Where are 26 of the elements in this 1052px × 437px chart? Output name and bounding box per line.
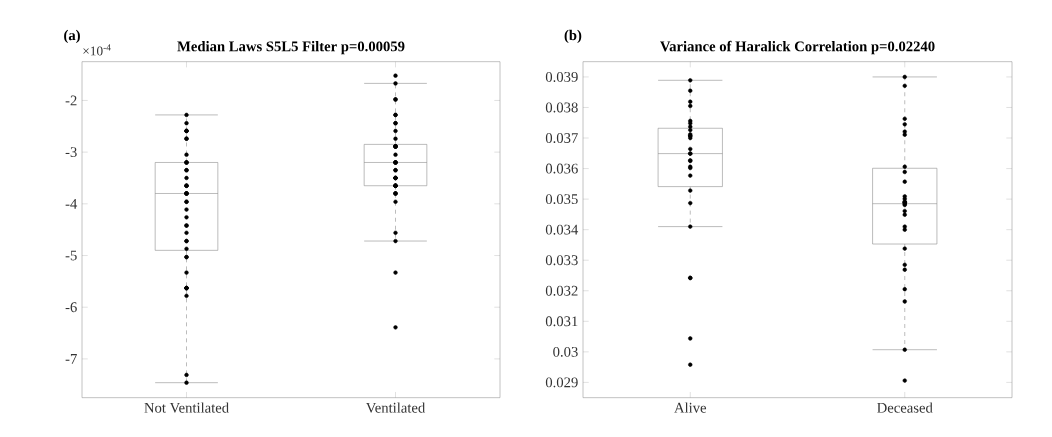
y-tick-label: 0.037 [545, 133, 578, 144]
x-tick-label: Ventilated [365, 402, 426, 413]
chart-title: Variance of Haralick Correlation p=0.02240 [660, 40, 935, 55]
text: (b) [564, 29, 582, 44]
chart-title: Median Laws S5L5 Filter p=0.00059 [177, 41, 405, 55]
y-tick-label: 0.029 [545, 377, 578, 388]
y-tick-label: 0.031 [545, 316, 578, 327]
x-tick-label: Not Ventilated [144, 402, 229, 413]
x-tick-label: Alive [674, 402, 707, 413]
y-tick-label: 0.03 [553, 346, 578, 357]
y-tick-label: 0.036 [545, 163, 578, 174]
x-tick-label: Deceased [877, 402, 933, 413]
y-tick-label: 0.034 [545, 224, 579, 235]
y-tick-label: 0.032 [545, 285, 578, 296]
y-tick-label: -2 [65, 95, 77, 106]
y-tick-label: -7 [65, 354, 77, 364]
y-tick-label: -3 [65, 147, 77, 158]
y-tick-label: 0.035 [545, 194, 578, 205]
text: (a) [64, 29, 80, 44]
y-tick-label: 0.038 [545, 102, 578, 113]
text: ×10$^{-4}$ [83, 44, 111, 56]
y-tick-label: -5 [65, 250, 77, 261]
y-tick-label: 0.039 [545, 71, 578, 82]
y-tick-label: -4 [65, 199, 78, 209]
y-tick-label: -6 [65, 302, 77, 313]
y-tick-label: 0.033 [545, 255, 578, 266]
